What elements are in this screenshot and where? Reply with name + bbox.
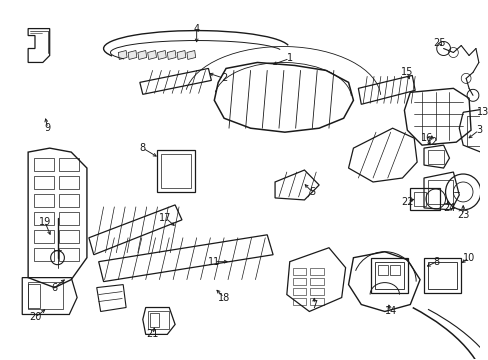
Text: 16: 16 (420, 133, 432, 143)
Polygon shape (186, 50, 195, 59)
Bar (370, 258, 407, 293)
Bar (34, 158, 54, 171)
Bar (157, 150, 194, 192)
Bar (466, 116, 488, 146)
Polygon shape (118, 50, 127, 59)
Text: 10: 10 (462, 253, 474, 263)
Bar (310, 288, 324, 294)
Bar (34, 212, 54, 225)
Polygon shape (167, 50, 176, 59)
Text: 9: 9 (44, 123, 51, 133)
Bar (427, 262, 456, 289)
Bar (292, 278, 306, 285)
Text: 7: 7 (310, 300, 317, 310)
Bar (427, 180, 452, 204)
Bar (60, 230, 79, 243)
Bar (149, 314, 159, 328)
Bar (310, 298, 324, 305)
Bar (292, 298, 306, 305)
Text: 23: 23 (456, 210, 468, 220)
Bar (60, 176, 79, 189)
Text: 25: 25 (432, 37, 445, 48)
Bar (34, 248, 54, 261)
Bar (147, 311, 169, 329)
Text: 3: 3 (475, 125, 481, 135)
Bar (377, 265, 387, 275)
Text: 12: 12 (425, 137, 437, 147)
Bar (28, 282, 63, 310)
Bar (389, 265, 399, 275)
Bar (60, 158, 79, 171)
Text: 19: 19 (39, 217, 51, 227)
Text: 17: 17 (159, 213, 171, 223)
Text: 21: 21 (146, 329, 159, 339)
Bar (310, 268, 324, 275)
Bar (310, 278, 324, 285)
Text: 5: 5 (308, 187, 315, 197)
Text: 24: 24 (443, 203, 455, 213)
Bar (161, 154, 190, 188)
Bar (409, 188, 439, 210)
Bar (60, 194, 79, 207)
Bar (60, 248, 79, 261)
Text: 20: 20 (29, 312, 41, 323)
Text: 6: 6 (51, 283, 58, 293)
Text: 1: 1 (286, 54, 292, 63)
Text: 15: 15 (400, 67, 413, 77)
Polygon shape (138, 50, 146, 59)
Text: 4: 4 (193, 24, 199, 33)
Bar (292, 288, 306, 294)
Text: 8: 8 (140, 143, 145, 153)
Bar (34, 230, 54, 243)
Bar (423, 258, 460, 293)
Polygon shape (128, 50, 137, 59)
Bar (292, 268, 306, 275)
Bar (427, 150, 443, 164)
Text: 11: 11 (208, 257, 220, 267)
Bar (374, 262, 404, 289)
Text: 2: 2 (221, 73, 227, 84)
Text: 8: 8 (433, 257, 439, 267)
Text: 18: 18 (218, 293, 230, 302)
Polygon shape (157, 50, 166, 59)
Bar (413, 192, 425, 206)
Polygon shape (177, 50, 185, 59)
Bar (34, 194, 54, 207)
Text: 13: 13 (476, 107, 488, 117)
Bar (60, 212, 79, 225)
Text: 22: 22 (400, 197, 413, 207)
Polygon shape (147, 50, 156, 59)
Bar (28, 284, 40, 307)
Bar (34, 176, 54, 189)
Text: 14: 14 (384, 306, 396, 316)
